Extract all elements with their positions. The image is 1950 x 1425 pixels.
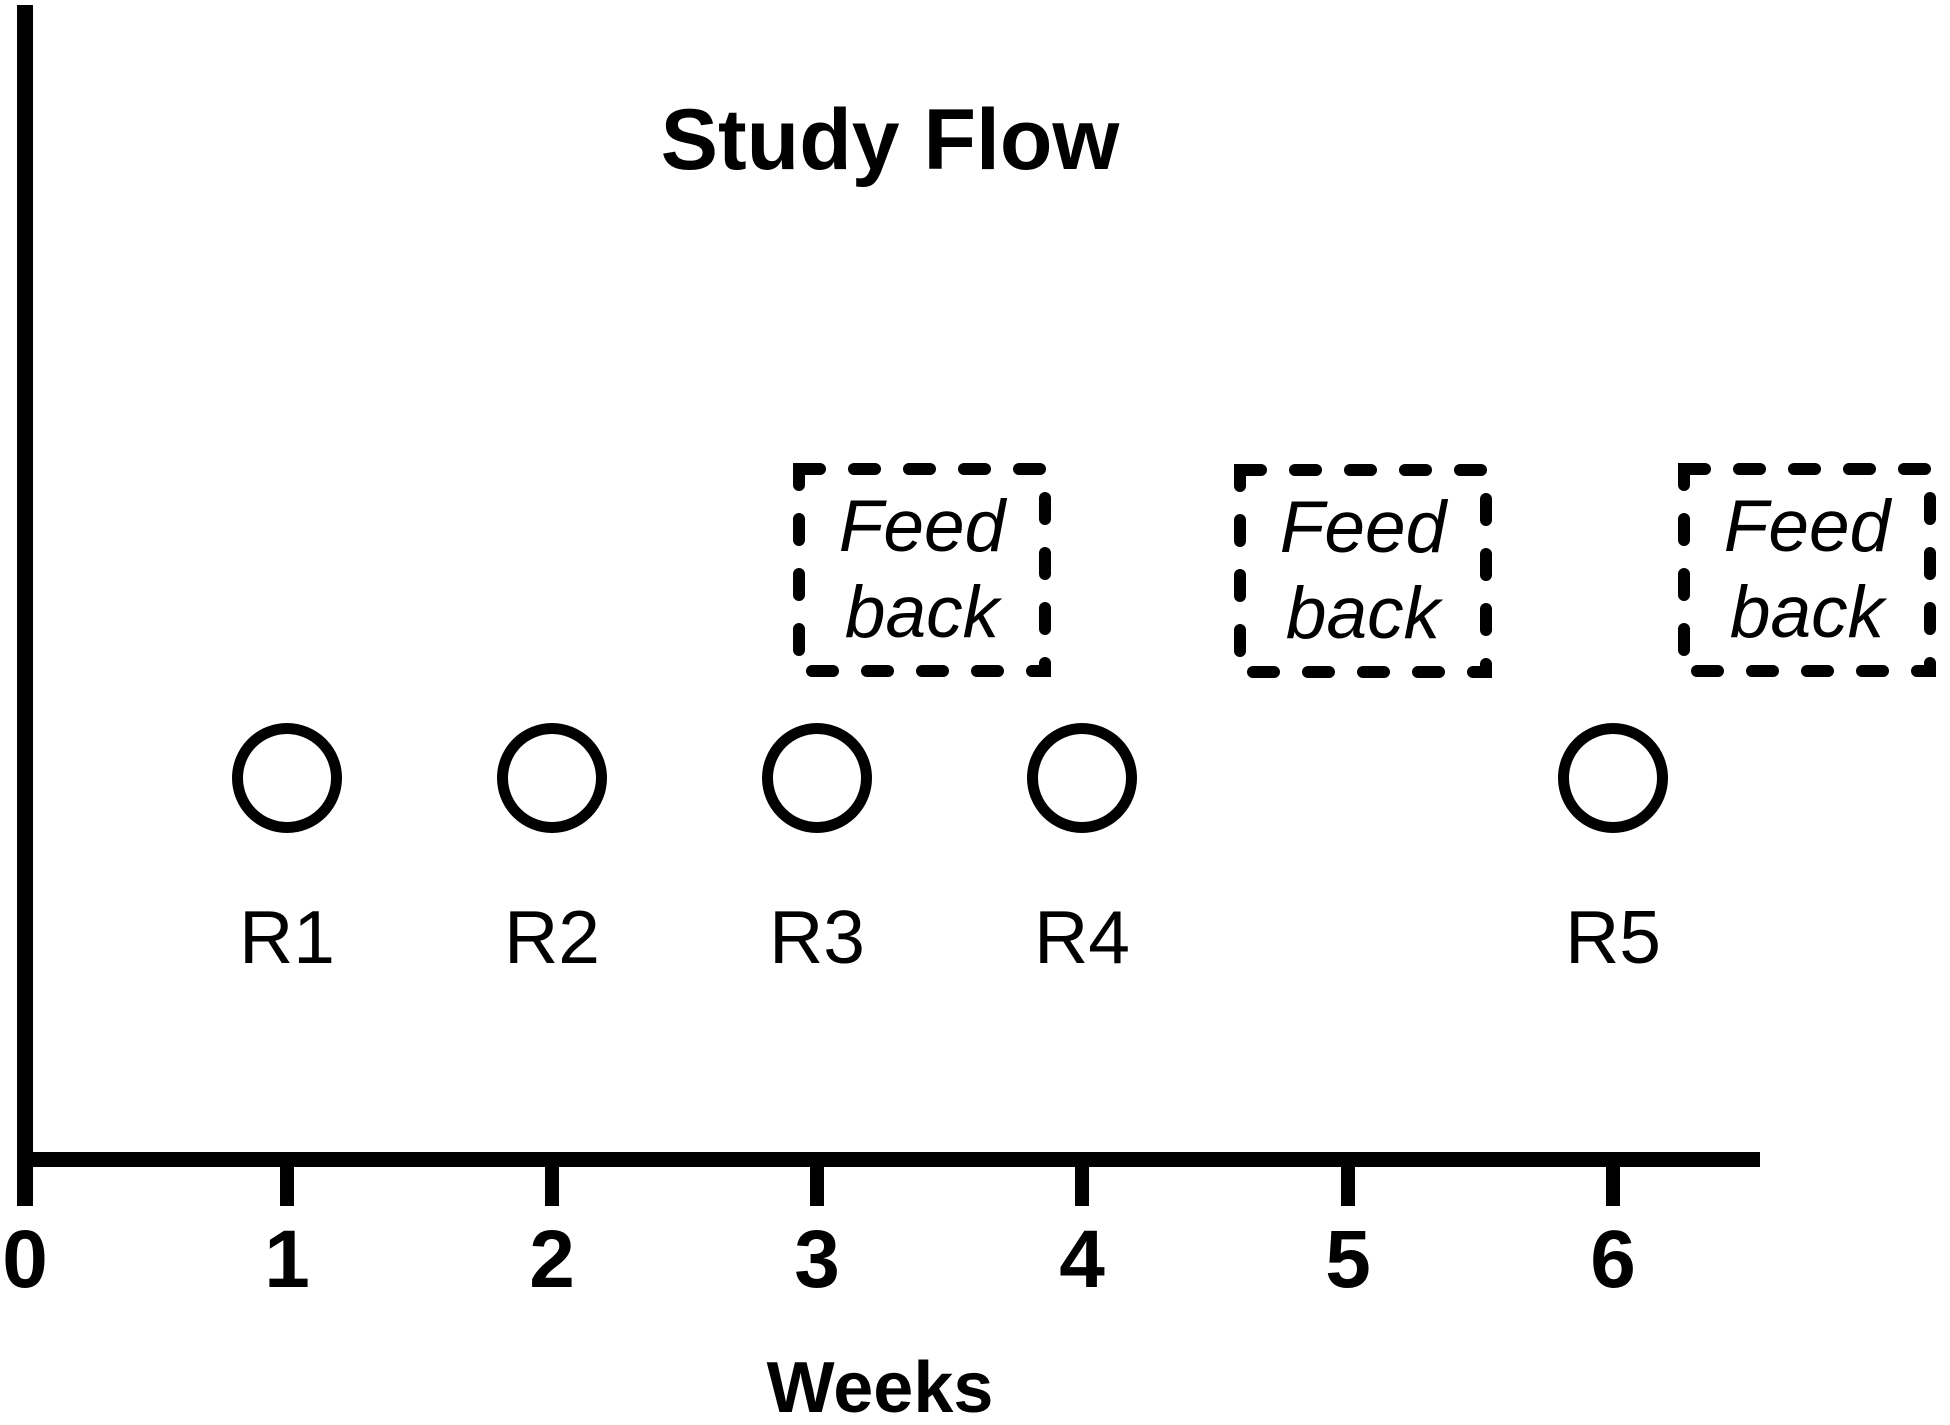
session-label-r1: R1 [239, 895, 335, 979]
x-axis-line [17, 1152, 1760, 1167]
x-axis-tick-week1 [280, 1160, 294, 1206]
session-marker-circle-r1 [232, 723, 342, 833]
x-axis-tick-week2 [545, 1160, 559, 1206]
session-label-r3: R3 [769, 895, 865, 979]
feedback-box-2: Feed back [1234, 464, 1492, 678]
dashed-border-icon [793, 463, 1051, 677]
y-axis-line [17, 5, 33, 1206]
feedback-label: Feed back [793, 463, 1051, 677]
x-axis-tick-label-2: 2 [529, 1214, 575, 1305]
feedback-label-line1: Feed [1723, 486, 1891, 567]
session-marker-circle-r4 [1027, 723, 1137, 833]
session-marker-circle-r3 [762, 723, 872, 833]
x-axis-tick-label-0: 0 [2, 1214, 48, 1305]
session-label-r5: R5 [1565, 895, 1661, 979]
x-axis-tick-week3 [810, 1160, 824, 1206]
feedback-label-line2: back [1285, 573, 1441, 654]
feedback-label: Feed back [1234, 464, 1492, 678]
session-marker-circle-r5 [1558, 723, 1668, 833]
figure-title: Study Flow [660, 92, 1120, 188]
session-label-r4: R4 [1034, 895, 1130, 979]
x-axis-tick-week5 [1341, 1160, 1355, 1206]
feedback-box-3: Feed back [1678, 463, 1936, 677]
x-axis-tick-week4 [1075, 1160, 1089, 1206]
x-axis-tick-label-3: 3 [794, 1214, 840, 1305]
dashed-border-icon [1234, 464, 1492, 678]
session-marker-circle-r2 [497, 723, 607, 833]
feedback-label-line2: back [844, 572, 1000, 653]
x-axis-tick-label-4: 4 [1059, 1214, 1105, 1305]
x-axis-tick-label-1: 1 [264, 1214, 310, 1305]
feedback-label-line2: back [1729, 572, 1885, 653]
feedback-label-line1: Feed [1279, 487, 1447, 568]
x-axis-tick-week6 [1606, 1160, 1620, 1206]
dashed-border-icon [1678, 463, 1936, 677]
x-axis-title: Weeks [766, 1348, 994, 1425]
x-axis-tick-label-5: 5 [1325, 1214, 1371, 1305]
feedback-box-1: Feed back [793, 463, 1051, 677]
x-axis-tick-label-6: 6 [1590, 1214, 1636, 1305]
feedback-label-line1: Feed [838, 486, 1006, 567]
session-label-r2: R2 [504, 895, 600, 979]
feedback-label: Feed back [1678, 463, 1936, 677]
